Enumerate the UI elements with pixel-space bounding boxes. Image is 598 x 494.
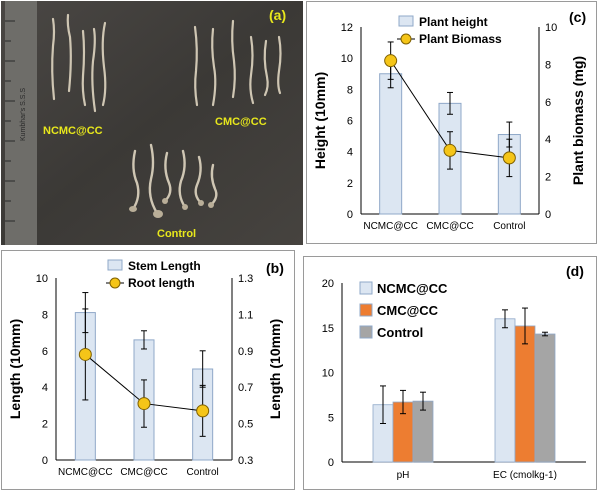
seedling-photo-panel: Kumbhar's S.S.S	[1, 1, 303, 245]
data-point	[502, 151, 516, 165]
y-tick-label: 4	[347, 147, 353, 159]
y2-tick-label: 0	[545, 209, 551, 221]
data-point	[443, 143, 457, 157]
chart-panel-d: 0 5 10 15 20 pH EC (cmolkg-1) NCMC@CC CMC@CC Cont…	[303, 256, 597, 490]
y-tick-label: 8	[42, 309, 48, 321]
legend-swatch-bar	[398, 15, 414, 27]
chart-panel-c: 0 2 4 6 8 10 12 0 2 4 6 8 10 Height (10mm) Plant bioma…	[306, 1, 597, 244]
y-tick-label: 15	[322, 323, 334, 335]
y2-axis-title: Plant biomass (mg)	[570, 56, 586, 185]
x-tick-label: CMC@CC	[426, 221, 473, 232]
chart-b-svg: 0 2 4 6 8 10 0.3 0.5 0.7 0.9 1.1 1.3 Length (10mm) Le…	[7, 259, 284, 478]
bar	[514, 325, 536, 463]
seedling-photo: Kumbhar's S.S.S	[1, 1, 303, 245]
control-label: Control	[157, 228, 197, 240]
y2-tick-label: 0.9	[238, 346, 253, 358]
y-tick-label: 0	[42, 455, 48, 467]
bar	[379, 73, 403, 215]
legend-swatch	[359, 325, 373, 339]
legend-label: CMC@CC	[377, 303, 439, 318]
x-tick-label: Control	[493, 221, 525, 232]
ruler	[5, 1, 37, 245]
y2-tick-label: 1.3	[238, 273, 253, 285]
legend-swatch	[359, 281, 373, 295]
bar	[534, 333, 556, 463]
legend-label: Control	[377, 325, 423, 340]
y-axis-title: Height (10mm)	[312, 72, 328, 169]
data-point	[137, 397, 151, 411]
y2-tick-label: 0.5	[238, 419, 253, 431]
y-tick-label: 10	[341, 53, 353, 65]
y2-tick-label: 10	[545, 22, 557, 34]
y-tick-label: 10	[36, 273, 48, 285]
y-tick-label: 12	[341, 22, 353, 34]
x-tick-label: Control	[187, 467, 219, 478]
panel-a-letter: (a)	[269, 7, 287, 23]
data-point	[78, 347, 92, 361]
x-tick-label: NCMC@CC	[58, 467, 113, 478]
chart-c-svg: 0 2 4 6 8 10 12 0 2 4 6 8 10 Height (10mm) Plant bioma…	[312, 9, 586, 232]
y-tick-label: 6	[347, 116, 353, 128]
y-tick-label: 2	[42, 419, 48, 431]
bar	[494, 318, 516, 463]
y2-tick-label: 1.1	[238, 309, 253, 321]
y-tick-label: 8	[347, 84, 353, 96]
x-tick-label: NCMC@CC	[363, 221, 418, 232]
y2-tick-label: 2	[545, 172, 551, 184]
panel-letter: (b)	[266, 260, 284, 276]
cmc-label: CMC@CC	[215, 116, 267, 128]
y-tick-label: 6	[42, 346, 48, 358]
y-tick-label: 2	[347, 178, 353, 190]
control-seedlings	[131, 143, 218, 215]
legend-label-bar: Stem Length	[128, 259, 201, 273]
legend-label-bar: Plant height	[419, 15, 488, 29]
x-tick-label: EC (cmolkg-1)	[493, 470, 557, 481]
x-tick-label: pH	[397, 470, 410, 481]
x-tick-label: CMC@CC	[120, 467, 167, 478]
cmc-seedlings	[193, 19, 282, 107]
data-point	[196, 404, 210, 418]
legend-label: NCMC@CC	[377, 281, 448, 296]
y-tick-label: 20	[322, 278, 334, 290]
y2-tick-label: 4	[545, 134, 551, 146]
y-tick-label: 10	[322, 368, 334, 380]
data-point	[384, 54, 398, 68]
y-axis-title: Length (10mm)	[7, 319, 23, 419]
panel-letter: (c)	[569, 9, 586, 25]
seed-heads	[129, 198, 214, 218]
legend-swatch	[359, 303, 373, 317]
y2-tick-label: 8	[545, 59, 551, 71]
chart-panel-b: 0 2 4 6 8 10 0.3 0.5 0.7 0.9 1.1 1.3 Length (10mm) Le…	[1, 250, 295, 490]
y2-axis-title: Length (10mm)	[267, 319, 283, 419]
y-tick-label: 0	[347, 209, 353, 221]
y2-tick-label: 6	[545, 97, 551, 109]
chart-d-svg: 0 5 10 15 20 pH EC (cmolkg-1) NCMC@CC CMC@CC Cont…	[322, 263, 586, 481]
ncmc-seedlings	[51, 13, 107, 113]
y-tick-label: 5	[328, 412, 334, 424]
legend-swatch-point	[400, 33, 412, 45]
y-tick-label: 0	[328, 457, 334, 469]
y-tick-label: 4	[42, 382, 48, 394]
legend-swatch-point	[109, 277, 121, 289]
ncmc-label: NCMC@CC	[43, 125, 103, 137]
legend-label-point: Plant Biomass	[419, 32, 502, 46]
panel-letter: (d)	[566, 263, 584, 279]
legend-label-point: Root length	[128, 276, 195, 290]
ruler-ticks	[5, 20, 15, 222]
y2-tick-label: 0.7	[238, 382, 253, 394]
legend-swatch-bar	[107, 259, 123, 271]
y2-tick-label: 0.3	[238, 455, 253, 467]
ruler-text: Kumbhar's S.S.S	[20, 88, 27, 141]
